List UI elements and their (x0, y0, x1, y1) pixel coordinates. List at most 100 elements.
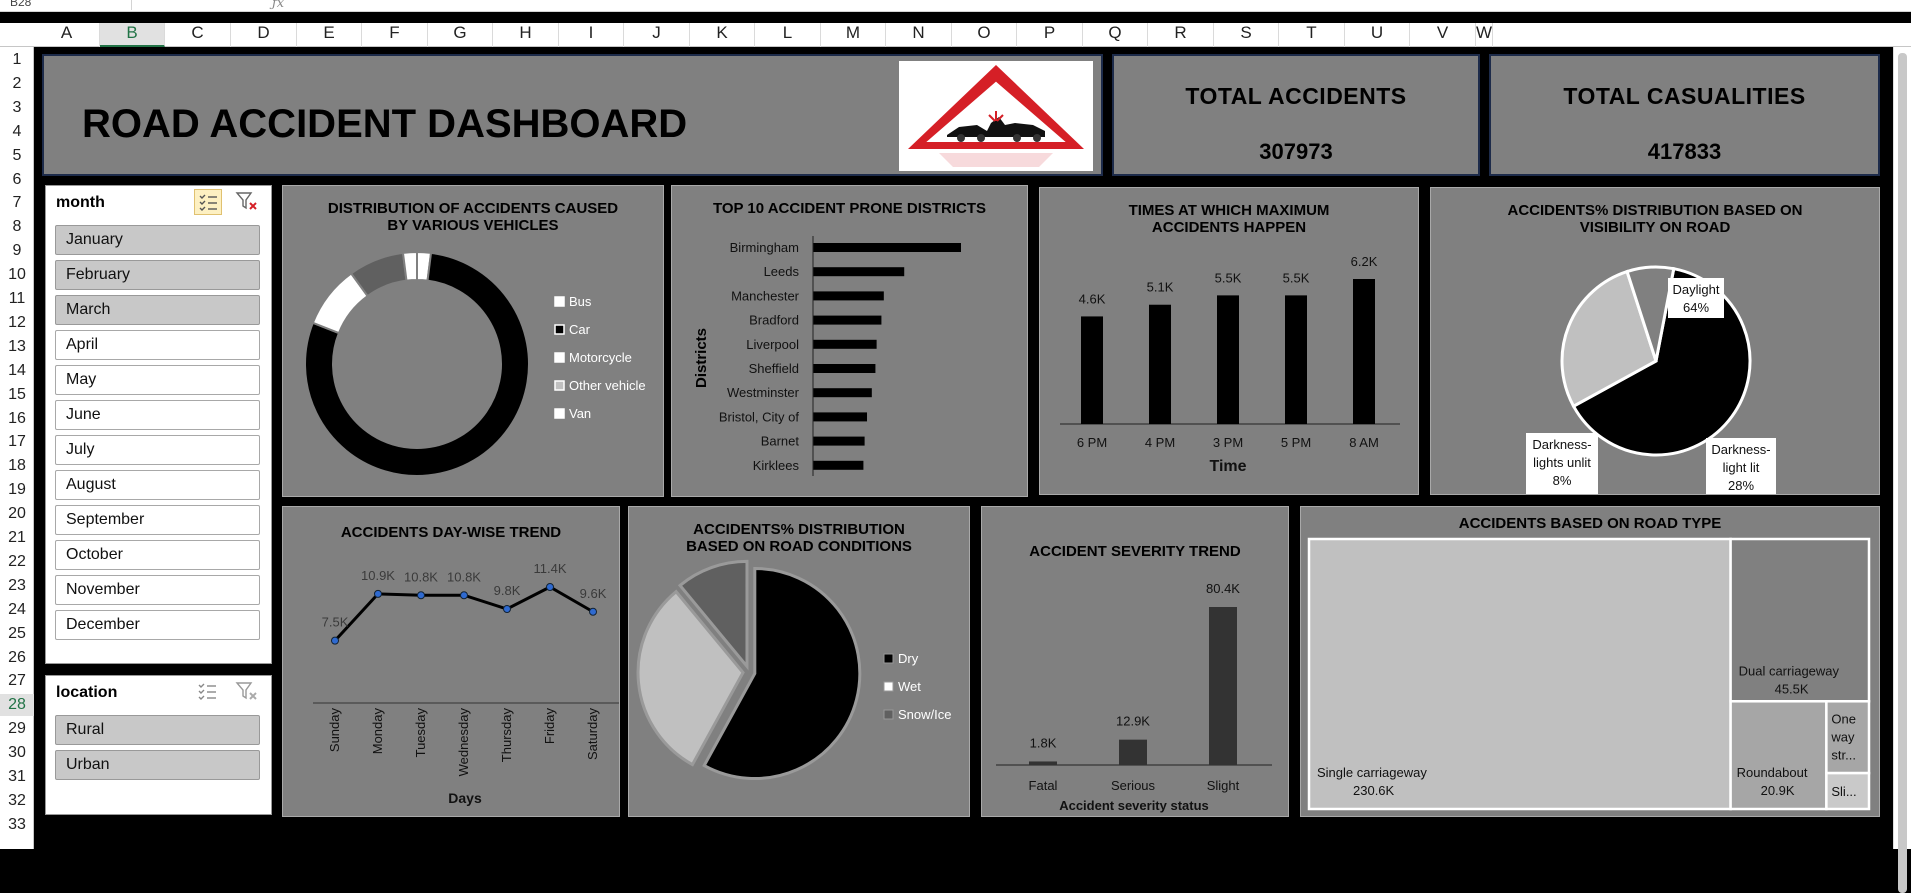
district-bar[interactable] (813, 339, 877, 349)
row-header-14[interactable]: 14 (8, 361, 26, 379)
month-item-february[interactable]: February (55, 260, 260, 290)
treemap-tile[interactable] (1825, 771, 1871, 811)
donut-slice-car[interactable] (304, 251, 530, 477)
district-bar[interactable] (813, 315, 882, 325)
column-header-r[interactable]: R (1148, 23, 1214, 47)
row-header-2[interactable]: 2 (12, 74, 22, 92)
row-header-1[interactable]: 1 (12, 51, 22, 68)
row-header-24[interactable]: 24 (8, 600, 26, 618)
row-header-13[interactable]: 13 (8, 337, 26, 355)
row-header-30[interactable]: 30 (8, 744, 26, 762)
district-bar[interactable] (813, 460, 864, 470)
row-header-16[interactable]: 16 (8, 409, 26, 427)
column-header-s[interactable]: S (1214, 23, 1279, 47)
multi-select-icon[interactable] (194, 679, 222, 705)
treemap-tile[interactable] (1307, 537, 1732, 811)
daywise-point[interactable] (331, 636, 339, 645)
month-item-march[interactable]: March (55, 295, 260, 325)
month-item-september[interactable]: September (55, 505, 260, 535)
row-header-17[interactable]: 17 (8, 433, 26, 451)
vertical-scrollbar[interactable] (1893, 47, 1911, 893)
clear-filter-icon[interactable] (234, 679, 262, 705)
pie-slice-road-condition[interactable] (702, 566, 862, 780)
name-box[interactable]: B28 (4, 0, 132, 10)
daywise-point[interactable] (546, 583, 554, 591)
row-header-7[interactable]: 7 (12, 194, 22, 212)
column-header-t[interactable]: T (1279, 23, 1345, 47)
column-header-o[interactable]: O (952, 23, 1017, 47)
severity-bar[interactable] (1029, 761, 1057, 765)
month-item-june[interactable]: June (55, 400, 260, 430)
row-header-18[interactable]: 18 (8, 457, 26, 475)
row-header-33[interactable]: 33 (8, 815, 26, 833)
pie-slice-road-condition[interactable] (677, 559, 749, 671)
multi-select-icon[interactable] (194, 189, 222, 215)
daywise-point[interactable] (417, 591, 425, 600)
column-header-n[interactable]: N (886, 23, 952, 47)
column-header-i[interactable]: I (559, 23, 624, 47)
row-header-21[interactable]: 21 (8, 529, 26, 546)
row-header-9[interactable]: 9 (12, 242, 22, 260)
row-header-27[interactable]: 27 (8, 672, 26, 690)
column-header-m[interactable]: M (821, 23, 886, 47)
daywise-point[interactable] (589, 607, 597, 616)
row-header-25[interactable]: 25 (8, 624, 26, 642)
treemap-tile[interactable] (1729, 700, 1828, 811)
row-header-6[interactable]: 6 (12, 170, 22, 188)
time-bar[interactable] (1081, 316, 1103, 424)
location-item-urban[interactable]: Urban (55, 750, 260, 780)
daywise-point[interactable] (460, 591, 468, 600)
row-header-10[interactable]: 10 (8, 266, 26, 284)
row-header-31[interactable]: 31 (8, 768, 26, 785)
row-header-26[interactable]: 26 (8, 648, 26, 666)
column-header-u[interactable]: U (1345, 23, 1410, 47)
column-header-w[interactable]: W (1476, 23, 1494, 47)
month-item-may[interactable]: May (55, 365, 260, 395)
fx-icon[interactable]: ƒx (272, 0, 285, 11)
district-bar[interactable] (813, 243, 961, 252)
month-item-april[interactable]: April (55, 330, 260, 360)
row-header-12[interactable]: 12 (8, 313, 26, 331)
column-header-d[interactable]: D (231, 23, 297, 47)
column-header-b[interactable]: B (100, 23, 165, 47)
daywise-point[interactable] (374, 589, 382, 598)
severity-bar[interactable] (1209, 607, 1237, 765)
row-header-5[interactable]: 5 (12, 146, 22, 164)
column-header-a[interactable]: A (34, 23, 100, 47)
treemap-tile[interactable] (1825, 700, 1871, 775)
column-header-p[interactable]: P (1017, 23, 1083, 47)
district-bar[interactable] (813, 388, 872, 398)
row-header-23[interactable]: 23 (8, 576, 26, 594)
district-bar[interactable] (813, 267, 905, 277)
severity-bar[interactable] (1119, 739, 1147, 765)
month-item-november[interactable]: November (55, 575, 260, 605)
district-bar[interactable] (813, 436, 865, 446)
column-header-e[interactable]: E (297, 23, 362, 47)
row-header-22[interactable]: 22 (8, 552, 26, 570)
month-item-july[interactable]: July (55, 435, 260, 465)
time-bar[interactable] (1285, 295, 1307, 424)
row-header-15[interactable]: 15 (8, 385, 26, 403)
district-bar[interactable] (813, 412, 868, 422)
daywise-point[interactable] (503, 605, 511, 613)
row-header-8[interactable]: 8 (12, 218, 22, 236)
scrollbar-thumb[interactable] (1898, 53, 1907, 893)
time-bar[interactable] (1149, 304, 1171, 424)
row-header-32[interactable]: 32 (8, 791, 26, 809)
column-header-q[interactable]: Q (1083, 23, 1148, 47)
column-header-v[interactable]: V (1410, 23, 1476, 47)
time-bar[interactable] (1353, 279, 1375, 424)
column-header-c[interactable]: C (165, 23, 231, 47)
location-item-rural[interactable]: Rural (55, 715, 260, 745)
month-item-october[interactable]: October (55, 540, 260, 570)
treemap-tile[interactable] (1729, 537, 1871, 703)
row-header-20[interactable]: 20 (8, 505, 26, 523)
row-header-11[interactable]: 11 (8, 290, 26, 307)
month-item-january[interactable]: January (55, 225, 260, 255)
month-item-august[interactable]: August (55, 470, 260, 500)
column-header-k[interactable]: K (690, 23, 755, 47)
donut-slice-van[interactable] (401, 250, 418, 282)
row-header-29[interactable]: 29 (8, 720, 26, 738)
month-item-december[interactable]: December (55, 610, 260, 640)
pie-slice-visibility[interactable] (1625, 265, 1676, 362)
